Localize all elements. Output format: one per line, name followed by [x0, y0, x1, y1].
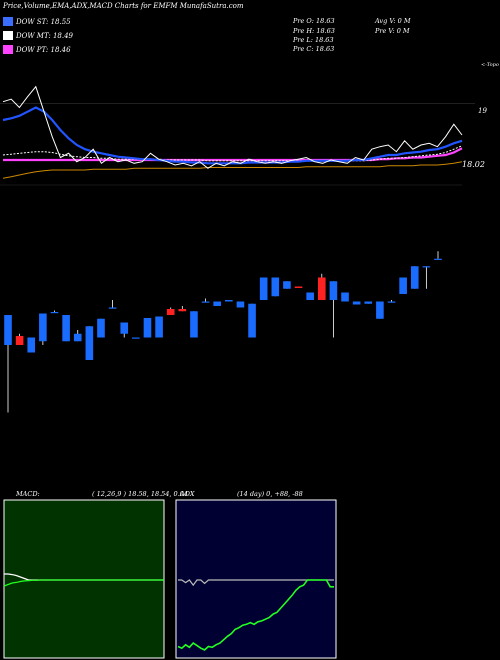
- adx-panel-bg: [175, 499, 337, 659]
- candle-body: [317, 277, 326, 300]
- avg-volume: Avg V: 0 M: [375, 17, 411, 25]
- candle-body: [132, 337, 140, 339]
- legend-dow-st: DOW ST: 18.55: [3, 17, 71, 26]
- prev-low: Pre L: 18.63: [293, 36, 334, 44]
- ema-mt-line: [2, 145, 463, 162]
- candle-body: [120, 322, 129, 334]
- legend-label-pt: DOW PT: 18.46: [16, 45, 71, 54]
- legend-label-mt: DOW MT: 18.49: [16, 31, 73, 40]
- prev-volume: Pre V: 0 M: [375, 27, 410, 35]
- chart-title: Price,Volume,EMA,ADX,MACD Charts for EMF…: [3, 2, 244, 10]
- adx-minus-di-line: [177, 579, 334, 651]
- candle-body: [376, 301, 384, 319]
- candle-body: [434, 258, 442, 260]
- legend-dow-pt: DOW PT: 18.46: [3, 45, 71, 54]
- candle-body: [422, 266, 431, 268]
- candle-body: [4, 315, 12, 345]
- adx-title: ADX: [180, 490, 195, 498]
- adx-params: (14 day) 0, +88, -88: [237, 490, 303, 498]
- candle-body: [178, 309, 187, 312]
- prev-open: Pre O: 18.63: [293, 17, 335, 25]
- candle-body: [166, 309, 175, 315]
- candle-body: [108, 307, 117, 309]
- candle-body: [15, 336, 24, 345]
- macd-params: ( 12,26,9 ) 18.58, 18.54, 0.04: [92, 490, 189, 498]
- legend-swatch-st: [3, 17, 13, 26]
- candle-body: [364, 301, 373, 304]
- candle-body: [283, 281, 291, 289]
- label-19: 19: [478, 107, 487, 115]
- candle-body: [259, 277, 268, 300]
- macd-title: MACD:: [16, 490, 40, 498]
- candle-body: [27, 337, 36, 353]
- candle-body: [97, 318, 105, 338]
- candle-body: [225, 300, 233, 302]
- candle-body: [213, 301, 221, 306]
- candle-body: [352, 301, 361, 305]
- legend-label-st: DOW ST: 18.55: [16, 17, 71, 26]
- close-price-line: [2, 85, 463, 169]
- candle-body: [399, 277, 407, 294]
- ema-st-line: [2, 106, 463, 165]
- candle-body: [73, 333, 82, 342]
- candle-body: [387, 301, 396, 303]
- ema-slow-line: [2, 161, 463, 179]
- candle-body: [201, 301, 210, 303]
- candle-body: [85, 326, 94, 360]
- candle-body: [50, 312, 59, 314]
- macd-panel-bg: [3, 499, 165, 659]
- candle-body: [39, 313, 47, 342]
- legend-dow-mt: DOW MT: 18.49: [3, 31, 73, 40]
- candle-body: [294, 286, 303, 288]
- candle-body: [410, 266, 419, 289]
- candle-body: [271, 277, 280, 297]
- prev-high: Pre H: 18.63: [293, 27, 335, 35]
- macd-signal-line: [3, 579, 164, 587]
- candle-body: [329, 281, 338, 300]
- candle-body: [341, 292, 349, 302]
- label-topo: <-Topo: [481, 62, 499, 68]
- candle-body: [236, 301, 245, 308]
- candle-body: [155, 316, 163, 338]
- prev-close: Pre C: 18.63: [293, 45, 335, 53]
- legend-swatch-pt: [3, 45, 13, 54]
- candle-body: [190, 311, 198, 338]
- legend-swatch-mt: [3, 31, 13, 40]
- label-last-price: 18.02: [462, 160, 485, 169]
- candle-body: [62, 315, 70, 342]
- candle-body: [248, 303, 256, 338]
- candle-body: [143, 318, 152, 338]
- candle-body: [306, 292, 314, 300]
